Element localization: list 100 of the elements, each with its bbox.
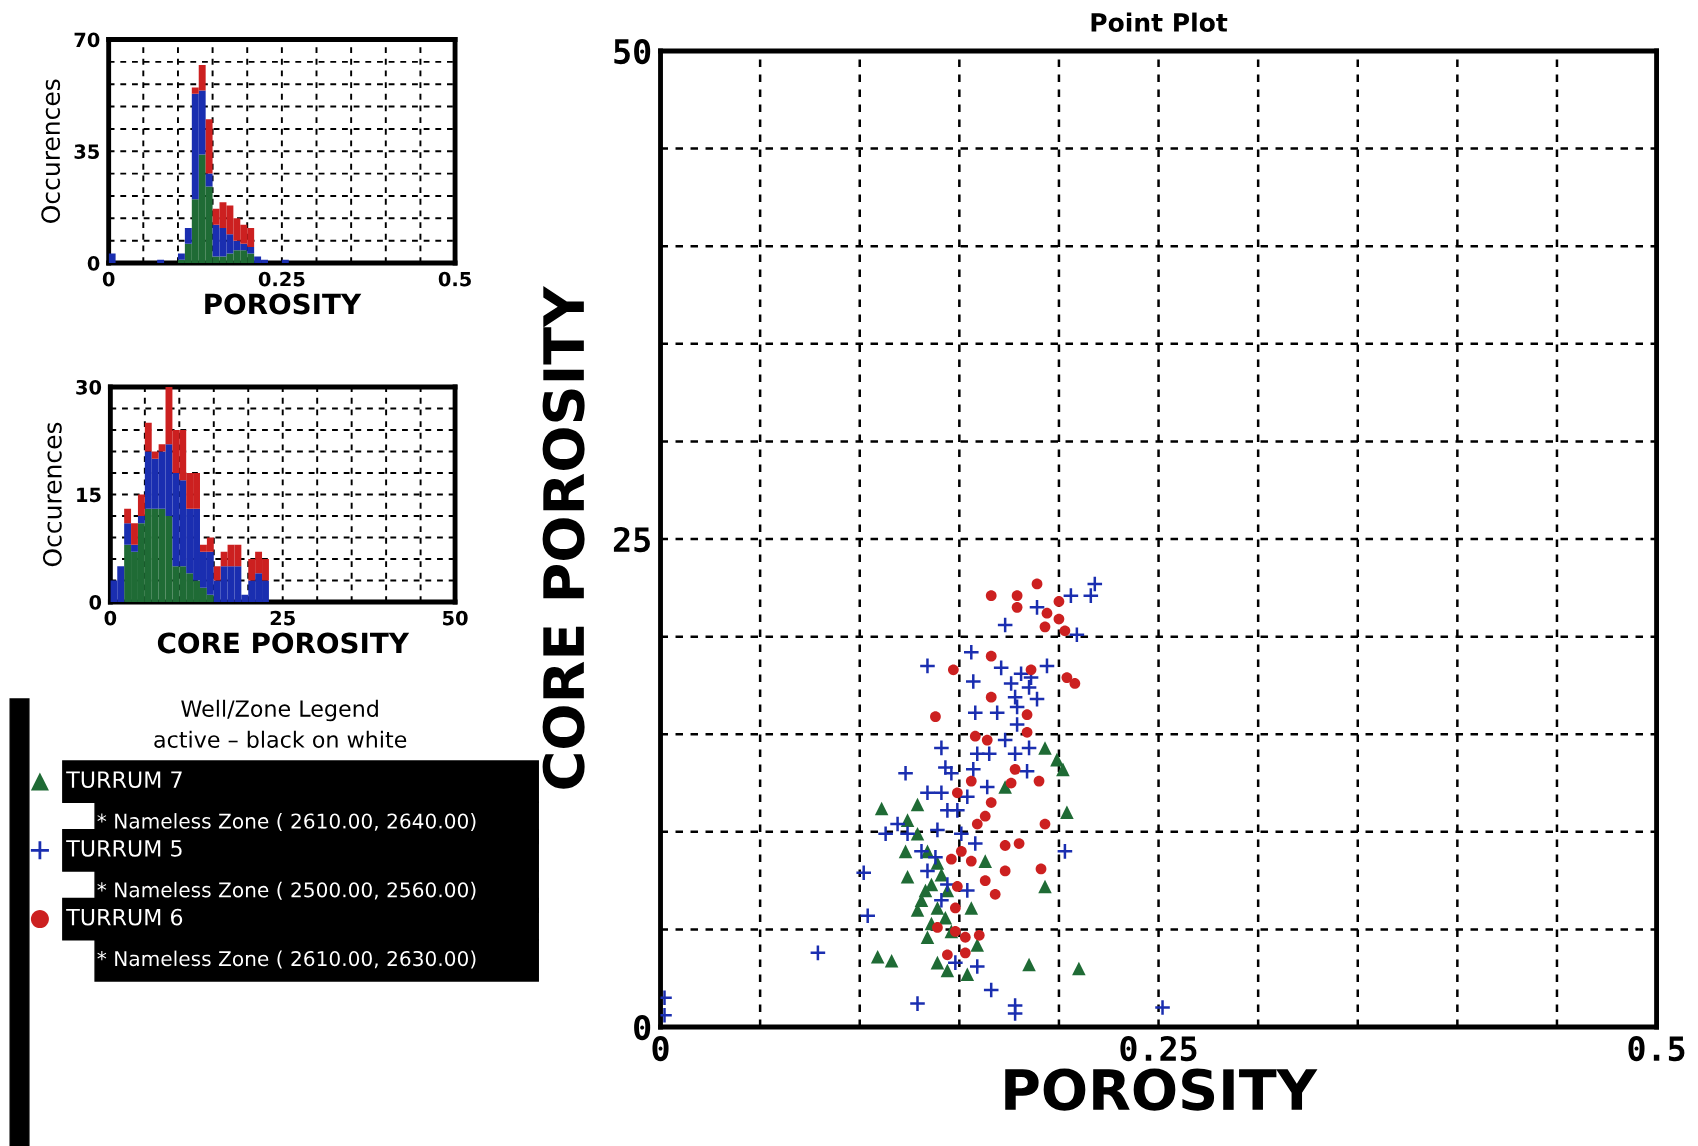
point	[1061, 672, 1073, 683]
point	[970, 938, 985, 952]
y-axis-title: Occurences	[41, 79, 61, 223]
y-tick-label: 35	[74, 144, 99, 159]
point	[981, 734, 993, 746]
point	[979, 875, 991, 887]
x-tick-label: 0.5	[438, 271, 471, 287]
point	[1059, 625, 1071, 637]
point	[951, 881, 963, 892]
bar	[157, 259, 165, 264]
bar	[137, 494, 145, 516]
point	[979, 810, 991, 822]
point	[945, 853, 957, 865]
bar	[158, 444, 166, 452]
point	[999, 865, 1011, 877]
bar	[213, 566, 221, 581]
point	[910, 827, 925, 841]
point	[985, 590, 997, 602]
point	[973, 929, 985, 941]
point	[947, 664, 959, 676]
point	[1025, 664, 1037, 676]
point	[934, 868, 949, 882]
point	[1053, 596, 1065, 607]
bar	[177, 253, 185, 260]
x-tick-label: 0	[102, 271, 115, 287]
bar	[131, 544, 138, 552]
legend-label: TURRUM 5	[66, 840, 182, 857]
point	[932, 922, 943, 933]
y-tick-label: 0	[87, 255, 100, 271]
legend-label: TURRUM 7	[66, 771, 182, 789]
point	[969, 730, 981, 742]
y-axis-title: Occurences	[42, 422, 62, 567]
point	[999, 840, 1011, 851]
legend-label: TURRUM 6	[66, 908, 183, 926]
point	[1056, 762, 1070, 777]
point	[938, 910, 953, 925]
point	[1060, 805, 1074, 820]
bar	[281, 259, 289, 264]
y-tick-label: 25	[613, 526, 650, 553]
point	[1013, 838, 1025, 849]
x-tick-label: 0.25	[258, 271, 305, 287]
point	[1053, 613, 1065, 625]
text: * Nameless Zone ( 2500.00, 2560.00)	[97, 881, 476, 900]
point	[985, 691, 997, 703]
point	[930, 901, 945, 915]
point	[900, 869, 915, 884]
x-tick-label: 0	[104, 610, 117, 626]
bar	[137, 516, 145, 524]
point	[1005, 777, 1017, 789]
point	[920, 930, 935, 945]
point	[1038, 879, 1052, 894]
point	[930, 955, 945, 970]
point	[965, 855, 977, 867]
point	[971, 818, 983, 830]
point	[1021, 709, 1033, 721]
point	[959, 931, 971, 943]
point	[949, 926, 961, 937]
x-tick-label: 0	[652, 1035, 669, 1062]
point	[960, 967, 975, 982]
point	[1041, 607, 1053, 619]
chart-title: Point Plot	[1091, 12, 1228, 32]
point	[1035, 863, 1047, 875]
x-tick-label: 0.5	[1628, 1035, 1685, 1062]
point	[1011, 590, 1023, 602]
point	[1072, 961, 1086, 976]
y-tick-label: 0	[89, 594, 102, 610]
y-tick-label: 70	[74, 32, 100, 48]
point	[1038, 741, 1052, 755]
point	[1009, 763, 1021, 775]
point	[985, 650, 997, 662]
point	[1021, 726, 1033, 738]
text: * Nameless Zone ( 2610.00, 2630.00)	[97, 950, 476, 969]
bar	[184, 227, 192, 244]
point	[898, 844, 913, 859]
bar	[108, 253, 116, 264]
point	[964, 901, 979, 915]
point	[985, 797, 997, 808]
x-axis-title: POROSITY	[1005, 1068, 1318, 1111]
y-tick-label: 0	[634, 1014, 651, 1041]
point	[874, 801, 889, 816]
bar	[205, 173, 213, 187]
point	[1011, 601, 1023, 613]
point	[955, 845, 967, 857]
point	[959, 947, 971, 959]
point	[1069, 678, 1081, 689]
point	[1022, 957, 1036, 972]
bar	[144, 422, 152, 452]
x-tick-label: 50	[443, 610, 468, 626]
text: * Nameless Zone ( 2610.00, 2640.00)	[97, 813, 476, 832]
point	[918, 883, 933, 898]
y-tick-label: 50	[614, 38, 651, 65]
bar	[131, 523, 138, 545]
point	[1031, 578, 1043, 590]
point	[1039, 818, 1051, 830]
bar	[124, 523, 132, 545]
x-tick-label: 25	[270, 610, 295, 626]
x-tick-label: 0.25	[1120, 1035, 1197, 1062]
point	[1039, 621, 1051, 633]
text: active – black on white	[154, 730, 407, 748]
point	[989, 888, 1001, 900]
